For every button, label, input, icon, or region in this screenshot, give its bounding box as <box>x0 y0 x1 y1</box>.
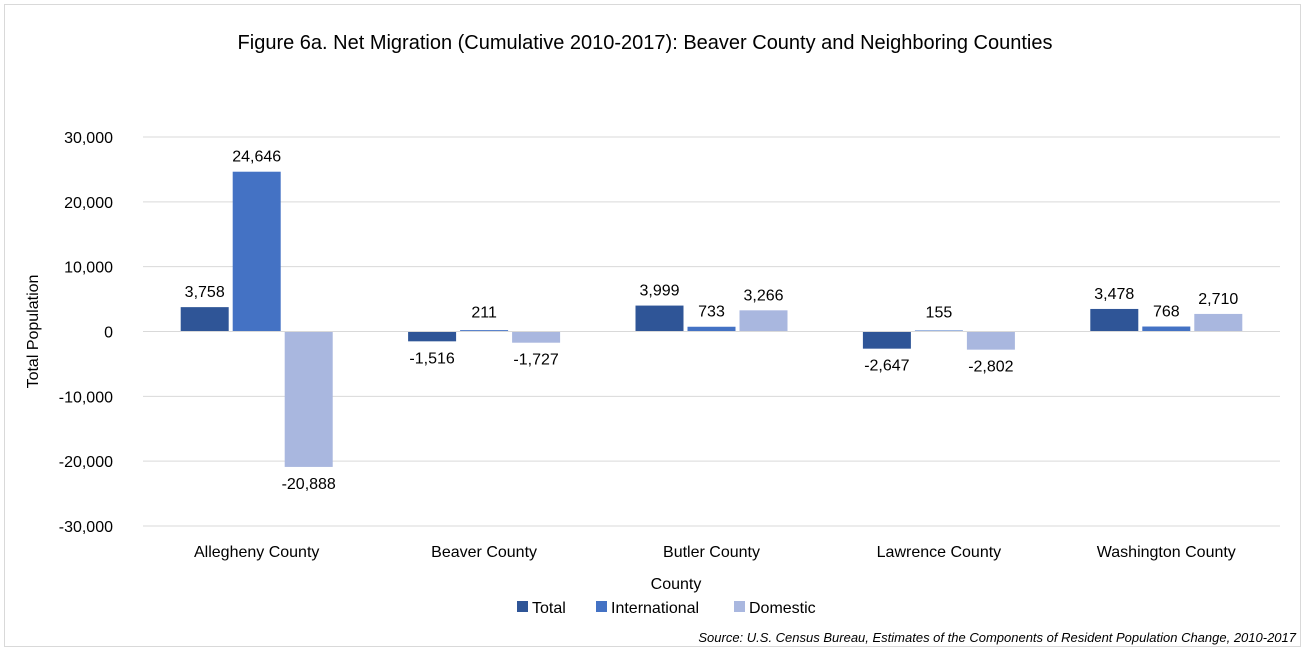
bar-domestic-butler-county <box>739 310 788 332</box>
y-tick-label: 30,000 <box>64 130 113 147</box>
y-tick-label: 0 <box>104 325 113 342</box>
y-tick-label: -30,000 <box>59 519 113 536</box>
bar-total-beaver-county <box>408 331 457 342</box>
bar-total-butler-county <box>635 305 684 332</box>
x-tick-label: Butler County <box>663 544 760 561</box>
x-tick-label: Washington County <box>1097 544 1236 561</box>
y-tick-label: -20,000 <box>59 454 113 471</box>
chart-title: Figure 6a. Net Migration (Cumulative 201… <box>238 32 1053 54</box>
data-label: -20,888 <box>282 476 336 493</box>
bar-international-lawrence-county <box>914 330 963 332</box>
bar-domestic-washington-county <box>1194 313 1243 332</box>
x-tick-label: Lawrence County <box>877 544 1002 561</box>
legend-swatch-international <box>596 601 607 612</box>
data-label: 3,478 <box>1094 286 1134 303</box>
chart-frame <box>4 4 1301 647</box>
data-label: 3,266 <box>743 287 783 304</box>
data-label: 155 <box>926 305 953 322</box>
data-label: 2,710 <box>1198 291 1238 308</box>
data-label: -2,647 <box>864 358 909 375</box>
data-label: 3,999 <box>639 283 679 300</box>
data-label: 3,758 <box>185 284 225 301</box>
data-label: 211 <box>471 305 497 322</box>
bar-domestic-beaver-county <box>512 331 561 343</box>
data-label: -2,802 <box>968 359 1013 376</box>
x-axis-label: County <box>651 576 702 593</box>
source-note: Source: U.S. Census Bureau, Estimates of… <box>698 630 1296 645</box>
y-tick-label: 20,000 <box>64 195 113 212</box>
bar-international-allegheny-county <box>232 171 281 332</box>
data-label: 733 <box>698 304 725 321</box>
legend-label-international: International <box>611 600 699 617</box>
data-label: -1,727 <box>513 352 558 369</box>
legend-label-domestic: Domestic <box>749 600 816 617</box>
legend-label-total: Total <box>532 600 566 617</box>
y-axis-label: Total Population <box>25 275 42 389</box>
legend-swatch-domestic <box>734 601 745 612</box>
data-label: 768 <box>1153 304 1180 321</box>
data-label: -1,516 <box>409 350 454 367</box>
bar-international-beaver-county <box>460 330 509 332</box>
bar-total-washington-county <box>1090 308 1139 332</box>
bar-domestic-allegheny-county <box>284 331 333 467</box>
legend-swatch-total <box>517 601 528 612</box>
bar-total-allegheny-county <box>180 307 229 332</box>
y-tick-label: -10,000 <box>59 389 113 406</box>
bar-domestic-lawrence-county <box>966 331 1015 350</box>
bar-total-lawrence-county <box>862 331 911 349</box>
x-tick-label: Beaver County <box>431 544 537 561</box>
y-tick-label: 10,000 <box>64 260 113 277</box>
data-label: 24,646 <box>232 149 281 166</box>
bar-international-washington-county <box>1142 326 1191 332</box>
x-tick-label: Allegheny County <box>194 544 319 561</box>
bar-international-butler-county <box>687 326 736 332</box>
